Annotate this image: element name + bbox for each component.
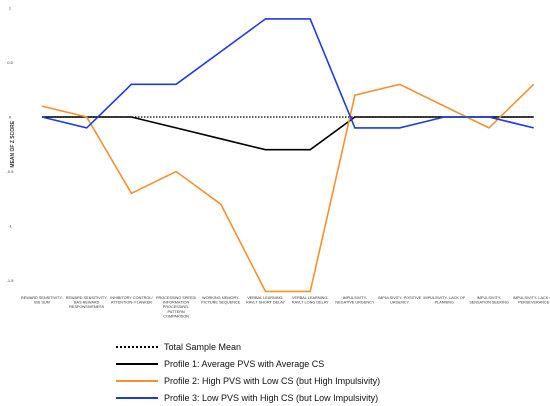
x-category-label-line: IMPULSIVITY- LACK OF [423, 296, 466, 300]
x-category-label: REWARD SENSITIVITY-BAS REWARD RESPONSIVEN… [66, 296, 109, 309]
x-category-label-line: IMPULSIVITY- [343, 296, 368, 300]
y-tick-label: -0.5 [7, 169, 15, 174]
x-category-label-line: ATTENTION- FLANKER [111, 301, 152, 305]
legend-label: Profile 3: Low PVS with High CS (but Low… [164, 392, 379, 403]
x-category-label-line: PERSEVERANCE [518, 301, 550, 305]
x-category-label-line: IMPULSIVITY- [477, 296, 502, 300]
x-category-label-line: PICTURE SEQUENCE [201, 301, 240, 305]
x-category-label: INHIBITORY CONTROL/ATTENTION- FLANKER [110, 296, 153, 305]
x-category-label: REWARD SENSITIVITY-BIS SUM [21, 296, 64, 305]
x-category-label-line: PROCESSING SPEED/ [156, 296, 197, 300]
y-tick-label: -1 [8, 224, 12, 229]
legend-item: Profile 2: High PVS with Low CS (but Hig… [116, 372, 380, 389]
x-category-label: IMPULSIVITY- LACK OFPERSEVERANCE [513, 296, 550, 305]
y-tick-label: 1 [9, 6, 12, 11]
y-tick-label: 0 [9, 115, 12, 120]
x-category-label-line: BAS REWARD [74, 301, 100, 305]
legend-label: Profile 2: High PVS with Low CS (but Hig… [164, 375, 381, 386]
x-category-label: IMPULSIVITY- LACK OF PLANNING [423, 296, 466, 305]
legend-swatch [116, 345, 158, 348]
y-tick-labels: 1 0.5 0 -0.5 -1 -1.5 [7, 6, 15, 284]
x-category-label: IMPULSIVITY- POSITIVE URGENCY [378, 296, 422, 305]
x-category-label-line: NEGATIVE URGENCY [335, 301, 374, 305]
x-category-label-line: BIS SUM [34, 301, 50, 305]
x-category-label-line: COMPARISON [163, 314, 189, 318]
x-category-label-line: REWARD SENSITIVITY- [21, 296, 64, 300]
x-category-label: PROCESSING SPEED/INFORMATION PROCESSING-P… [156, 296, 197, 318]
x-category-label: IMPULSIVITY-SENSATION SEEKING [469, 296, 509, 305]
legend-label: Total Sample Mean [164, 341, 242, 352]
x-category-label-line: IMPULSIVITY- LACK OF [513, 296, 550, 300]
series-line-3 [41, 83, 535, 293]
x-category-label-line: VERBAL LEARNING- [247, 296, 284, 300]
legend-swatch [116, 379, 158, 382]
legend-item: Profile 3: Low PVS with High CS (but Low… [116, 389, 380, 406]
x-category-label-line: INFORMATION [163, 301, 190, 305]
x-category-label-line: WORKING MEMORY- [202, 296, 240, 300]
x-category-label-line: RESPONSIVENESS [69, 305, 104, 309]
x-category-label: VERBAL LEARNING-RAVLT SHORT DELAY [246, 296, 286, 305]
series-lines [41, 18, 535, 293]
legend: Total Sample Mean Profile 1: Average PVS … [116, 338, 380, 406]
x-category-label-line: PROCESSING- [163, 305, 190, 309]
x-category-label: WORKING MEMORY-PICTURE SEQUENCE [201, 296, 240, 305]
y-tick-label: 0.5 [7, 60, 13, 65]
x-category-label: VERBAL LEARNING-RAVLT LONG DELAY [292, 296, 329, 305]
x-category-label-line: RAVLT SHORT DELAY [246, 301, 286, 305]
x-category-label-line: VERBAL LEARNING- [292, 296, 329, 300]
legend-label: Profile 1: Average PVS with Average CS [164, 358, 325, 369]
legend-swatch [116, 396, 158, 399]
x-category-label-line: URGENCY [390, 301, 409, 305]
series-line-2 [42, 116, 534, 151]
series-line-4 [41, 18, 534, 129]
x-category-label-line: INHIBITORY CONTROL/ [110, 296, 153, 300]
x-category-label-line: PLANNING [435, 301, 454, 305]
x-category-label-line: RAVLT LONG DELAY [292, 301, 329, 305]
legend-item: Profile 1: Average PVS with Average CS [116, 355, 380, 372]
legend-swatch [116, 362, 158, 365]
y-axis-label-group: MEAN OF Z SCORE [10, 120, 16, 167]
x-category-label-line: REWARD SENSITIVITY- [66, 296, 109, 300]
y-axis-label: MEAN OF Z SCORE [10, 120, 16, 167]
legend-item: Total Sample Mean [116, 338, 380, 355]
x-category-label-line: SENSATION SEEKING [469, 301, 509, 305]
y-tick-label: -1.5 [7, 278, 15, 283]
x-category-label: IMPULSIVITY-NEGATIVE URGENCY [335, 296, 374, 305]
x-category-label-line: IMPULSIVITY- POSITIVE [378, 296, 422, 300]
x-category-label-line: PATTERN [168, 310, 185, 314]
